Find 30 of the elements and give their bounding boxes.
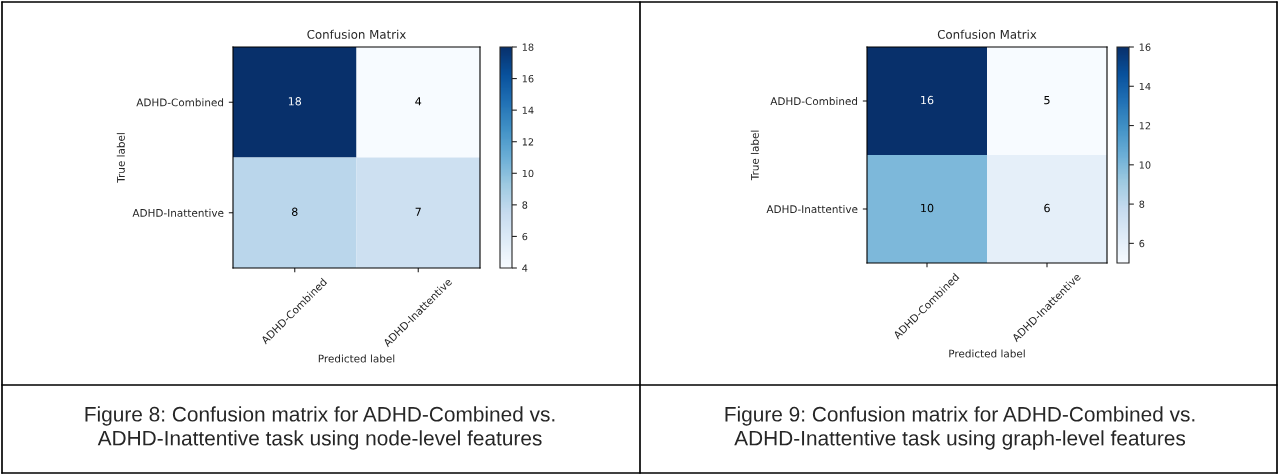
data-label: 7 xyxy=(415,207,421,216)
chart-title: Confusion Matrix xyxy=(937,29,1037,39)
color-bar-label: 16 xyxy=(522,75,534,83)
chart-title: Confusion Matrix xyxy=(307,29,406,39)
x-axis-title: Predicted label xyxy=(318,354,395,363)
color-bar-label: 6 xyxy=(522,232,528,241)
color-bar-label: 8 xyxy=(1139,200,1145,208)
color-bar-label: 18 xyxy=(522,43,534,51)
data-label: 4 xyxy=(415,97,422,106)
x-axis-title: Predicted label xyxy=(949,349,1025,358)
color-bar-label: 4 xyxy=(522,264,528,272)
data-label: 10 xyxy=(921,203,934,213)
data-label: 8 xyxy=(291,207,298,216)
color-bar-label: 12 xyxy=(1139,122,1151,130)
data-label: 18 xyxy=(288,97,302,106)
color-bar-label: 12 xyxy=(522,138,534,146)
data-label: 6 xyxy=(1044,203,1050,213)
color-bar-label: 10 xyxy=(522,169,534,178)
caption: Figure 8: Confusion matrix for ADHD-Combined vs. ADHD-Inattentive task using node-level features xyxy=(85,406,555,450)
color-bar-label: 14 xyxy=(1139,82,1151,90)
color-bar-label: 14 xyxy=(522,106,534,114)
data-label: 5 xyxy=(1044,95,1050,105)
color-bar-label: 10 xyxy=(1139,161,1151,169)
caption: Figure 9: Confusion matrix for ADHD-Combined vs. ADHD-Inattentive task using graph-level features xyxy=(725,406,1195,450)
data-label: 16 xyxy=(921,95,934,105)
y-axis-title: True label xyxy=(116,133,125,183)
color-bar-label: 6 xyxy=(1139,239,1145,248)
y-axis-title: True label xyxy=(750,130,759,181)
color-bar-label: 8 xyxy=(522,201,528,209)
color-bar-label: 16 xyxy=(1139,43,1151,51)
